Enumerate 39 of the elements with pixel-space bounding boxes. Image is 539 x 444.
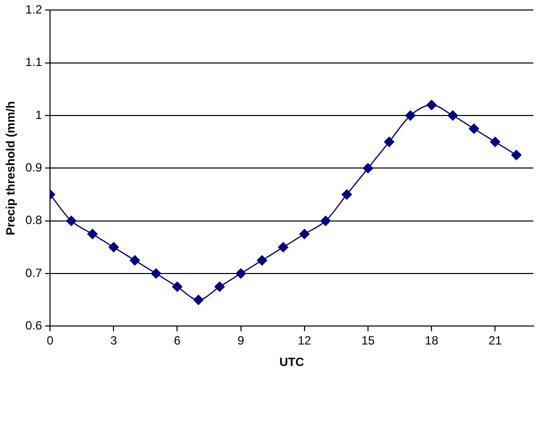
point	[108, 242, 119, 252]
y-tick-label: 0.8	[25, 213, 42, 228]
point	[256, 255, 268, 266]
y-tick-label: 0.7	[25, 266, 42, 280]
point	[172, 282, 182, 292]
point	[362, 163, 374, 174]
x-tick-label: 3	[110, 334, 118, 348]
point	[468, 124, 480, 134]
x-tick-label: 0	[46, 334, 54, 348]
point	[150, 268, 162, 279]
x-tick-label: 6	[174, 334, 181, 348]
point	[193, 294, 204, 305]
y-tick-label: 1	[35, 108, 42, 122]
y-tick-label: 0.9	[25, 160, 42, 175]
x-tick-label: 21	[488, 334, 502, 348]
point	[214, 282, 225, 292]
x-tick-label: 9	[237, 334, 244, 348]
point	[299, 228, 310, 240]
x-tick-label: 15	[361, 334, 375, 348]
x-tick-label: 18	[424, 334, 439, 348]
x-axis-title: UTC	[279, 355, 304, 370]
point	[236, 268, 246, 279]
y-tick-label: 1.2	[25, 2, 42, 17]
point	[320, 216, 331, 226]
y-tick-label: 1.1	[25, 55, 42, 70]
point	[426, 100, 437, 110]
point	[490, 136, 500, 147]
point	[87, 228, 98, 240]
point	[511, 150, 522, 160]
point	[448, 110, 458, 121]
y-axis-title: Precip threshold (mm/h	[4, 101, 18, 236]
point	[130, 255, 140, 266]
y-tick-label: 0.6	[25, 318, 42, 333]
point	[405, 110, 416, 121]
point	[384, 136, 394, 147]
point	[342, 189, 352, 200]
point	[278, 242, 288, 252]
x-tick-label: 12	[298, 334, 312, 348]
point	[66, 216, 76, 226]
